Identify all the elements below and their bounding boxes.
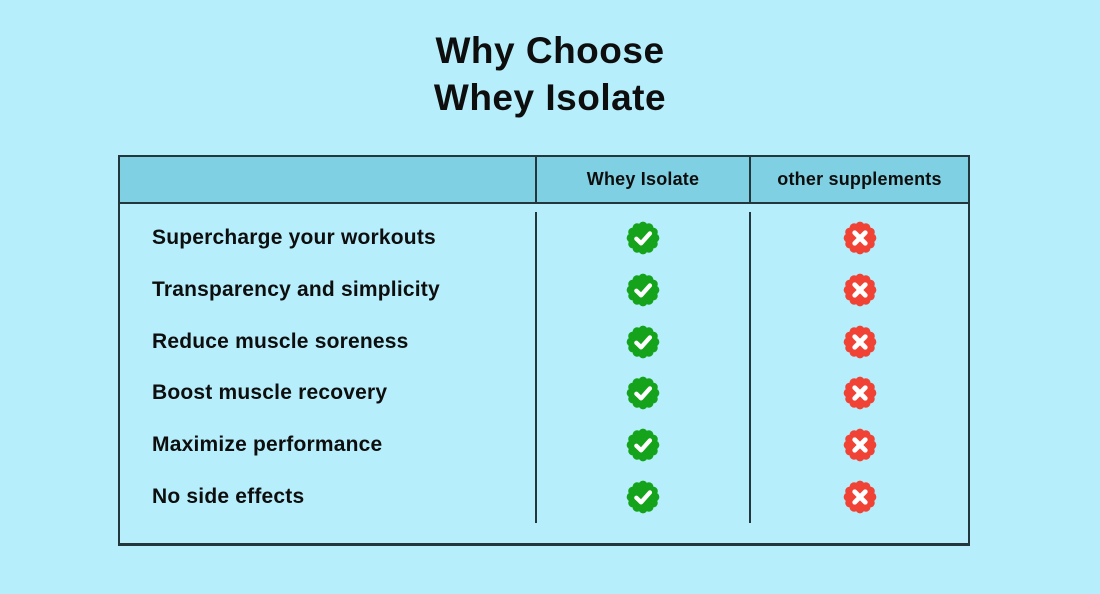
header-spacer-cell (120, 157, 537, 202)
whey-isolate-cell (537, 315, 751, 368)
other-supplements-cell (751, 471, 968, 523)
whey-isolate-cell (537, 419, 751, 472)
check-seal-icon (626, 428, 660, 462)
table-row: Boost muscle recovery (120, 367, 968, 420)
cross-seal-icon (843, 480, 877, 514)
cross-seal-icon (843, 325, 877, 359)
comparison-table: Whey Isolate other supplements Superchar… (118, 155, 970, 546)
row-label: Reduce muscle soreness (120, 315, 537, 368)
check-seal-icon (626, 480, 660, 514)
row-label: Supercharge your workouts (120, 212, 537, 264)
table-header-row: Whey Isolate other supplements (120, 157, 968, 204)
table-row: Maximize performance (120, 419, 968, 472)
page-title-line1: Why Choose (435, 30, 665, 71)
check-seal-icon (626, 273, 660, 307)
row-label: Transparency and simplicity (120, 263, 537, 316)
column-header-other-supplements: other supplements (777, 169, 942, 189)
check-seal-icon (626, 221, 660, 255)
whey-isolate-cell (537, 471, 751, 523)
cross-seal-icon (843, 428, 877, 462)
whey-isolate-cell (537, 263, 751, 316)
page-title-line2: Whey Isolate (433, 76, 667, 118)
table-row: Reduce muscle soreness (120, 315, 968, 368)
page-title: Why Choose Whey Isolate (0, 28, 1100, 122)
row-label: Boost muscle recovery (120, 367, 537, 420)
table-row: Supercharge your workouts (120, 212, 968, 264)
table-row: Transparency and simplicity (120, 263, 968, 316)
cross-seal-icon (843, 376, 877, 410)
table-body: Supercharge your workouts Transparency a… (120, 204, 968, 543)
row-label: No side effects (120, 471, 537, 523)
other-supplements-cell (751, 316, 968, 368)
other-supplements-cell (751, 367, 968, 419)
whey-isolate-cell (537, 367, 751, 420)
other-supplements-cell (751, 212, 968, 264)
other-supplements-cell (751, 419, 968, 471)
row-label: Maximize performance (120, 419, 537, 472)
whey-isolate-cell (537, 212, 751, 264)
column-header-whey-isolate: Whey Isolate (537, 157, 751, 202)
check-seal-icon (626, 325, 660, 359)
cross-seal-icon (843, 273, 877, 307)
cross-seal-icon (843, 221, 877, 255)
other-supplements-cell (751, 264, 968, 316)
table-row: No side effects (120, 471, 968, 523)
check-seal-icon (626, 376, 660, 410)
